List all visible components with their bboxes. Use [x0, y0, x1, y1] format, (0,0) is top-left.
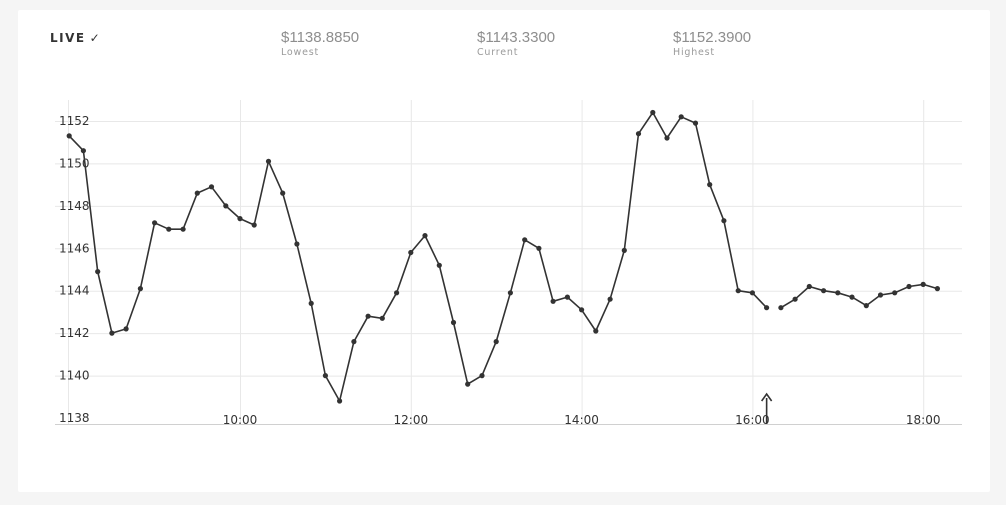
tick-label-layer: 1138 1140 1142 1144 1146 1148 1150 1152 10:00 12:… [59, 114, 940, 427]
y-tick-label-1150: 1150 [59, 156, 90, 170]
data-point-1-31[interactable] [493, 339, 499, 345]
data-point-2-3[interactable] [806, 283, 812, 290]
data-point-2-8[interactable] [877, 292, 884, 298]
data-point-1-34[interactable] [536, 245, 542, 251]
stat-highest-value: $1152.3900 [673, 29, 752, 46]
series-line-2 [780, 283, 938, 309]
data-point-1-17[interactable] [294, 241, 300, 247]
data-point-2-11[interactable] [920, 281, 926, 287]
up-arrow-icon [760, 392, 773, 424]
data-point-2-1[interactable] [778, 305, 784, 311]
data-point-1-48[interactable] [735, 288, 741, 294]
y-tick-label-1152: 1152 [59, 114, 90, 128]
marker-layer [760, 392, 773, 424]
data-point-1-16[interactable] [280, 190, 286, 196]
data-point-1-19[interactable] [322, 373, 328, 379]
data-point-1-21[interactable] [351, 339, 357, 345]
data-point-1-39[interactable] [607, 296, 613, 302]
axis-layer [55, 100, 962, 425]
up-arrow-head [760, 392, 773, 402]
x-tick-label-1400: 14:00 [564, 413, 599, 427]
data-point-1-27[interactable] [436, 262, 442, 268]
data-point-1-50[interactable] [764, 305, 770, 311]
data-point-1-11[interactable] [208, 184, 215, 190]
data-point-1-33[interactable] [522, 237, 528, 243]
data-point-1-1[interactable] [66, 133, 72, 139]
data-point-1-4[interactable] [109, 330, 115, 336]
series-line-1 [68, 111, 768, 402]
data-point-1-18[interactable] [308, 300, 314, 306]
data-point-1-29[interactable] [465, 381, 471, 387]
stat-highest: $1152.3900 Highest [673, 29, 751, 58]
live-indicator: LIVE ✓ [50, 31, 100, 45]
data-point-2-12[interactable] [934, 286, 941, 292]
y-tick-label-1140: 1140 [59, 369, 90, 383]
data-point-1-38[interactable] [593, 328, 599, 334]
data-point-2-7[interactable] [863, 303, 869, 309]
data-point-1-23[interactable] [379, 315, 385, 321]
data-point-1-41[interactable] [635, 131, 642, 137]
data-point-1-32[interactable] [507, 290, 513, 296]
stat-lowest: $1138.8850 Lowest [281, 29, 359, 58]
series-layer [66, 109, 941, 404]
data-point-1-37[interactable] [579, 307, 585, 313]
data-point-1-35[interactable] [550, 298, 556, 304]
stat-current: $1143.3300 Current [477, 29, 555, 58]
data-point-1-20[interactable] [337, 398, 343, 404]
data-point-2-2[interactable] [792, 296, 798, 302]
stat-lowest-value: $1138.8850 [281, 29, 360, 46]
data-point-1-40[interactable] [621, 247, 627, 253]
data-point-1-8[interactable] [166, 226, 172, 232]
stat-highest-label: Highest [673, 47, 715, 58]
data-point-1-45[interactable] [692, 120, 699, 126]
stat-lowest-label: Lowest [281, 47, 320, 58]
data-point-1-42[interactable] [650, 109, 656, 116]
y-tick-label-1142: 1142 [59, 326, 90, 340]
y-tick-label-1146: 1146 [59, 241, 90, 255]
check-icon: ✓ [89, 31, 100, 45]
data-point-2-4[interactable] [821, 288, 827, 294]
data-point-1-3[interactable] [95, 269, 101, 275]
data-point-1-26[interactable] [422, 233, 428, 239]
data-point-1-15[interactable] [265, 158, 272, 164]
data-point-1-7[interactable] [152, 220, 158, 226]
data-point-2-10[interactable] [906, 283, 912, 290]
y-tick-label-1148: 1148 [59, 199, 90, 213]
data-point-1-25[interactable] [408, 249, 414, 256]
data-point-1-28[interactable] [450, 319, 457, 326]
live-label: LIVE [50, 31, 86, 45]
data-point-1-36[interactable] [564, 294, 571, 300]
data-point-1-44[interactable] [678, 114, 684, 120]
x-tick-label-1200: 12:00 [394, 413, 429, 427]
data-point-1-5[interactable] [123, 326, 129, 332]
data-point-1-10[interactable] [194, 190, 200, 196]
data-point-1-22[interactable] [365, 313, 371, 319]
data-point-1-14[interactable] [251, 222, 257, 228]
data-point-1-12[interactable] [223, 203, 229, 209]
data-point-2-9[interactable] [892, 290, 898, 296]
data-point-2-5[interactable] [835, 290, 841, 296]
y-tick-label-1144: 1144 [59, 284, 90, 298]
x-tick-label-1800: 18:00 [906, 413, 941, 427]
y-tick-label-1138: 1138 [59, 411, 90, 425]
stat-current-label: Current [477, 47, 519, 58]
data-point-1-13[interactable] [237, 216, 243, 222]
data-point-1-47[interactable] [721, 218, 727, 224]
data-point-1-30[interactable] [479, 373, 485, 379]
data-point-1-43[interactable] [664, 135, 670, 141]
data-point-1-49[interactable] [749, 290, 756, 296]
data-point-1-6[interactable] [137, 286, 143, 292]
grid-layer [55, 100, 962, 424]
data-point-1-24[interactable] [394, 290, 400, 296]
x-tick-label-1600: 16:00 [735, 413, 770, 427]
x-tick-label-1000: 10:00 [223, 413, 258, 427]
data-point-1-9[interactable] [180, 226, 186, 232]
stat-current-value: $1143.3300 [477, 29, 556, 46]
chart-card [18, 10, 990, 492]
data-point-2-6[interactable] [849, 294, 855, 300]
data-point-1-2[interactable] [80, 148, 86, 154]
data-point-1-46[interactable] [707, 182, 713, 188]
